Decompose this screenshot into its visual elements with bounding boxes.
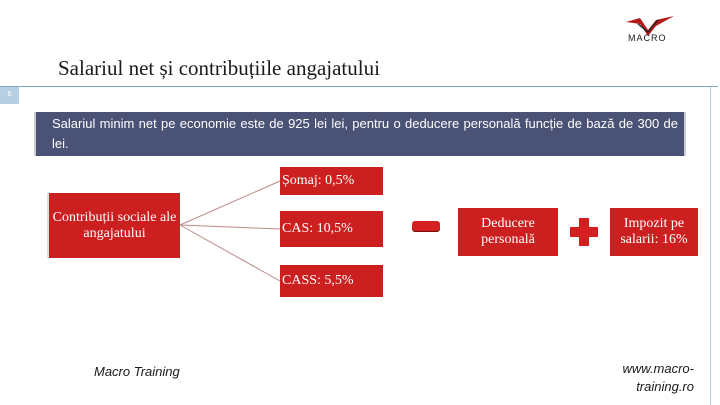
macro-logo-icon: [626, 16, 674, 36]
footer-company: Macro Training: [94, 364, 180, 379]
slide-number-bar: [0, 87, 19, 104]
cas-box: CAS: 10,5%: [280, 211, 383, 247]
info-box: Salariul minim net pe economie este de 9…: [34, 112, 686, 156]
minus-icon: [412, 221, 440, 231]
deduction-box: Deducere personală: [458, 208, 558, 256]
tax-box: Impozit pe salarii: 16%: [610, 208, 698, 256]
slide-number: 6: [7, 91, 12, 98]
footer-website: www.macro-training.ro: [622, 361, 694, 394]
right-divider: [710, 87, 711, 405]
logo-wordmark: MACRO: [628, 33, 667, 43]
contributions-box: Contribuții sociale ale angajatului: [47, 193, 180, 258]
plus-icon: [570, 218, 598, 246]
cass-box: CASS: 5,5%: [280, 265, 383, 297]
somaj-box: Șomaj: 0,5%: [280, 167, 383, 195]
header-divider: [0, 86, 718, 87]
slide-title: Salariul net și contribuțiile angajatulu…: [58, 56, 380, 80]
